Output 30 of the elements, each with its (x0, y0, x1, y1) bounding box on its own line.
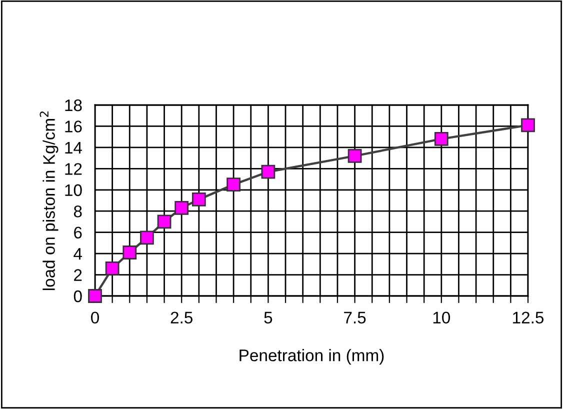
point (88, 289, 102, 303)
point (122, 246, 137, 260)
y-tick-label: 6 (74, 226, 82, 239)
y-tick-label: 10 (65, 184, 82, 196)
point (140, 230, 154, 245)
y-tick-label: 2 (74, 269, 82, 281)
point (261, 164, 276, 179)
point (174, 200, 189, 215)
y-tick-label: 18 (65, 99, 82, 112)
point (348, 148, 362, 163)
point (434, 132, 448, 146)
x-tick-label: 7.5 (344, 312, 366, 324)
y-axis-title: load on piston in Kg/cm$^{2}$ (40, 112, 58, 290)
y-tick-label: 14 (65, 142, 82, 154)
x-axis-title: Penetration in (mm) (240, 349, 384, 365)
y-tick-label: 8 (74, 206, 82, 218)
point (105, 261, 120, 276)
y-tick-label: 12 (65, 163, 82, 175)
x-tick-label: 10 (433, 312, 450, 324)
x-tick-label: 0 (91, 312, 99, 324)
point (226, 178, 241, 192)
y-tick-label: 16 (65, 120, 82, 132)
x-tick-label: 12.5 (513, 312, 544, 324)
point (521, 118, 535, 132)
x-tick-label: 2.5 (170, 312, 192, 324)
point (192, 192, 206, 206)
point (157, 214, 172, 229)
y-tick-label: 0 (74, 290, 82, 302)
x-tick-label: 5 (264, 312, 272, 324)
y-tick-label: 4 (74, 248, 82, 260)
